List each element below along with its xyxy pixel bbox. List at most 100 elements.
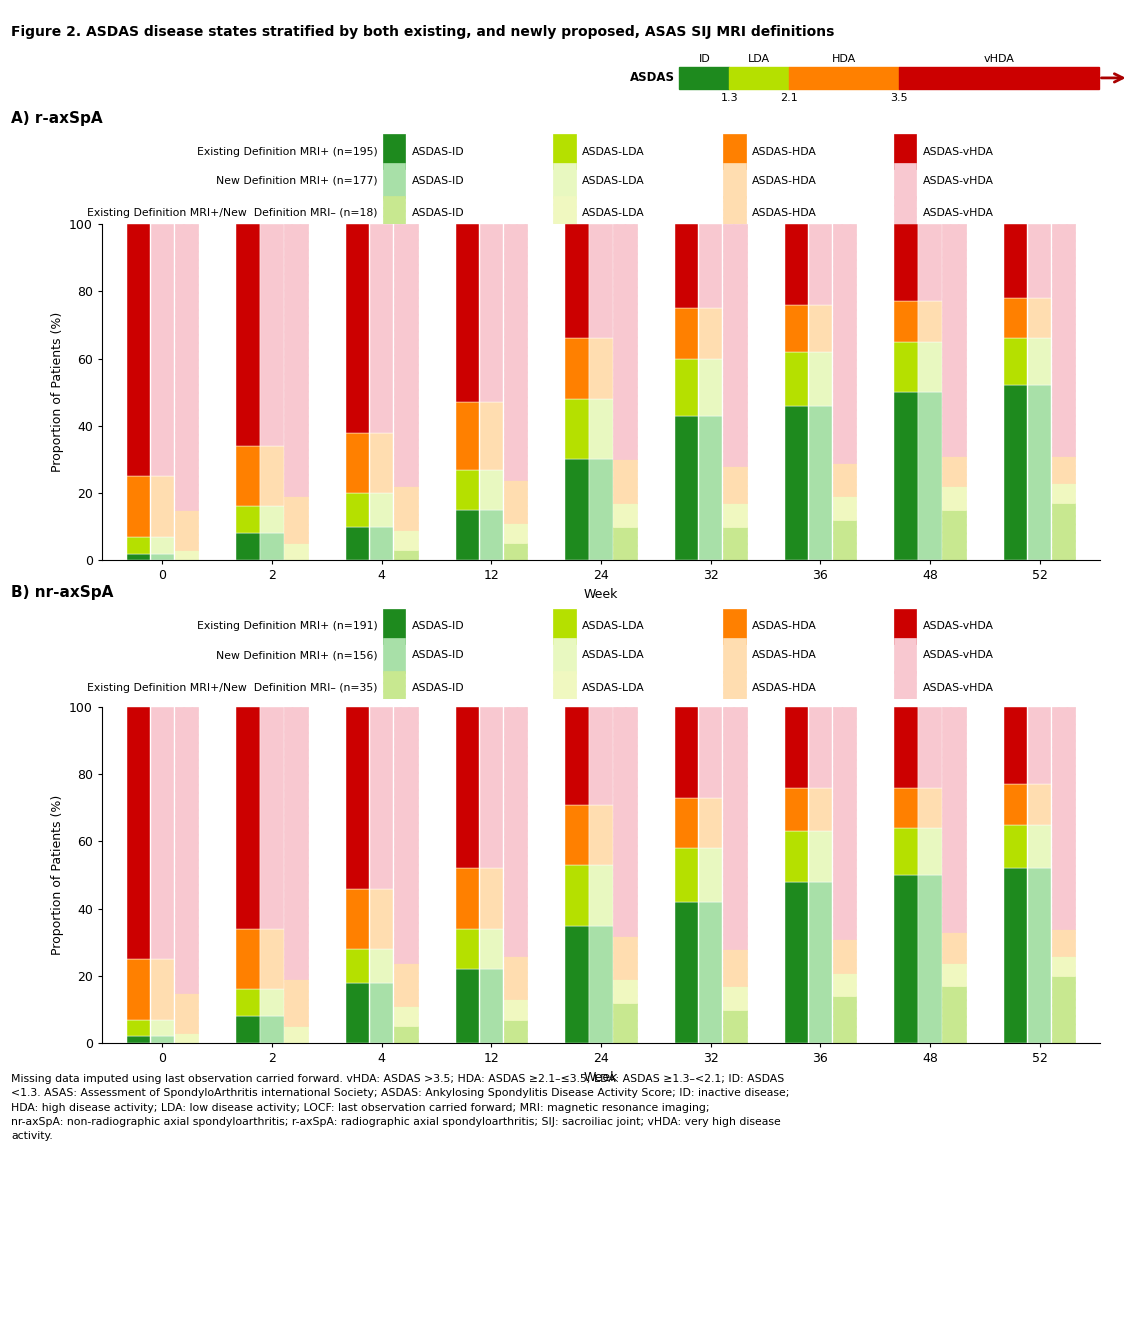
Bar <box>480 470 503 510</box>
Bar <box>942 707 966 932</box>
Bar <box>590 707 612 804</box>
Bar <box>346 432 370 494</box>
Bar <box>613 935 637 979</box>
Bar <box>151 536 175 554</box>
Bar <box>723 466 746 503</box>
Bar <box>723 610 746 644</box>
Bar <box>480 868 503 928</box>
Bar <box>613 979 637 1003</box>
Bar <box>1027 824 1051 868</box>
Text: 2.1: 2.1 <box>780 93 798 103</box>
Bar <box>346 707 370 888</box>
Bar <box>675 359 699 416</box>
Text: Existing Definition MRI+/New  Definition MRI– (n=18): Existing Definition MRI+/New Definition … <box>87 208 378 219</box>
Bar <box>723 1010 746 1043</box>
Bar <box>127 554 150 560</box>
Bar <box>613 224 637 459</box>
Bar <box>919 301 941 342</box>
Bar <box>699 359 722 416</box>
Bar <box>480 970 503 1043</box>
Bar <box>151 554 175 560</box>
Bar <box>370 527 393 560</box>
Bar <box>395 963 417 1006</box>
Bar <box>895 342 917 392</box>
Bar <box>1004 224 1027 297</box>
Bar <box>370 888 393 948</box>
Bar <box>942 510 966 560</box>
Bar <box>809 787 832 831</box>
Bar <box>1027 297 1051 339</box>
Bar <box>285 496 307 543</box>
Bar <box>919 224 941 301</box>
Bar <box>942 487 966 510</box>
Bar <box>613 1003 637 1043</box>
Text: ASDAS-LDA: ASDAS-LDA <box>582 683 645 694</box>
Bar <box>675 416 699 560</box>
Bar <box>175 992 198 1033</box>
Bar <box>395 550 417 560</box>
Bar <box>127 1019 150 1037</box>
Bar <box>261 928 284 990</box>
Bar <box>723 135 746 169</box>
Text: ASDAS-HDA: ASDAS-HDA <box>752 622 818 631</box>
Bar <box>809 352 832 406</box>
Text: ASDAS-HDA: ASDAS-HDA <box>752 683 818 694</box>
Bar <box>236 446 260 507</box>
Bar <box>785 224 807 304</box>
Bar <box>127 476 150 536</box>
Bar <box>723 527 746 560</box>
Bar <box>613 707 637 935</box>
Bar <box>723 671 746 706</box>
Bar <box>785 707 807 787</box>
Bar <box>1004 784 1027 824</box>
Bar <box>175 707 198 992</box>
Bar <box>942 224 966 456</box>
Bar <box>346 888 370 948</box>
Bar <box>1004 386 1027 560</box>
Bar <box>383 638 406 672</box>
Text: ID: ID <box>699 55 710 64</box>
Bar <box>832 972 856 996</box>
Bar <box>127 707 150 959</box>
Bar <box>346 983 370 1043</box>
Text: ASDAS-LDA: ASDAS-LDA <box>582 176 645 185</box>
Bar <box>285 224 307 496</box>
Text: ASDAS-ID: ASDAS-ID <box>412 622 464 631</box>
Bar <box>236 224 260 446</box>
Bar <box>151 1019 175 1037</box>
Bar <box>553 638 576 672</box>
Bar <box>383 196 406 231</box>
Bar <box>456 868 479 928</box>
Bar <box>480 707 503 868</box>
Bar <box>503 999 527 1019</box>
Text: 1.3: 1.3 <box>720 93 738 103</box>
Text: ASDAS-ID: ASDAS-ID <box>412 208 464 219</box>
Bar <box>370 494 393 527</box>
Bar <box>832 707 856 939</box>
Bar <box>151 224 175 476</box>
Text: Existing Definition MRI+ (n=195): Existing Definition MRI+ (n=195) <box>197 147 378 156</box>
Bar <box>395 487 417 530</box>
Bar <box>894 135 916 169</box>
Bar <box>261 446 284 507</box>
Text: ASDAS-LDA: ASDAS-LDA <box>582 147 645 156</box>
Bar <box>236 507 260 534</box>
Text: ASDAS-vHDA: ASDAS-vHDA <box>922 651 993 660</box>
Bar <box>456 510 479 560</box>
Bar <box>236 534 260 560</box>
Text: HDA: HDA <box>832 55 856 64</box>
Bar <box>613 459 637 503</box>
Bar <box>395 707 417 963</box>
Bar <box>553 135 576 169</box>
Bar <box>895 392 917 560</box>
Bar <box>919 707 941 787</box>
Bar <box>1052 955 1075 976</box>
Bar <box>894 671 916 706</box>
Bar <box>832 463 856 496</box>
Bar <box>1004 824 1027 868</box>
Bar <box>723 224 746 466</box>
Text: ASDAS-ID: ASDAS-ID <box>412 683 464 694</box>
Bar <box>919 342 941 392</box>
Text: ASDAS-LDA: ASDAS-LDA <box>582 208 645 219</box>
Text: ASDAS-vHDA: ASDAS-vHDA <box>922 622 993 631</box>
